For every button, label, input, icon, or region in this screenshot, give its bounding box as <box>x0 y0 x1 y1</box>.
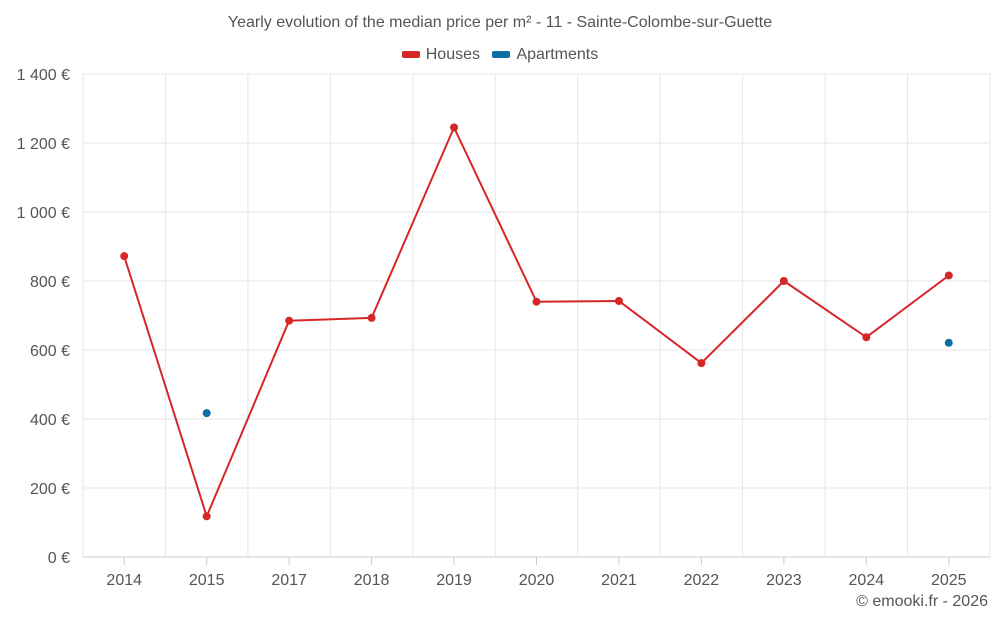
y-tick-label: 1 000 € <box>17 205 70 222</box>
legend-swatch-apartments <box>492 51 511 58</box>
y-tick-label: 200 € <box>30 481 70 498</box>
data-point-houses <box>532 297 541 306</box>
y-tick-label: 1 200 € <box>17 136 70 153</box>
data-point-apartments <box>202 409 211 418</box>
data-point-houses <box>450 123 459 132</box>
x-tick-label: 2020 <box>519 572 555 589</box>
x-tick-label: 2023 <box>766 572 802 589</box>
copyright-footer: © emooki.fr - 2026 <box>856 593 988 610</box>
data-point-houses <box>120 252 129 261</box>
y-tick-label: 800 € <box>30 274 70 291</box>
data-point-houses <box>614 297 623 306</box>
legend-item-apartments[interactable]: Apartments <box>492 46 598 64</box>
legend-item-houses[interactable]: Houses <box>401 45 480 64</box>
legend-label-apartments: Apartments <box>516 45 599 63</box>
x-tick-label: 2025 <box>931 572 967 589</box>
legend-label-houses: Houses <box>425 45 480 63</box>
x-tick-label: 2014 <box>106 572 142 589</box>
x-tick-label: 2022 <box>684 572 720 589</box>
chart-title: Yearly evolution of the median price per… <box>227 14 773 31</box>
data-point-apartments <box>944 338 953 347</box>
y-tick-label: 1 400 € <box>17 67 70 84</box>
data-point-houses <box>862 333 871 342</box>
data-point-houses <box>202 512 211 521</box>
chart-legend: Houses Apartments <box>0 45 1000 64</box>
data-point-houses <box>285 316 294 325</box>
data-point-houses <box>697 359 706 368</box>
data-point-houses <box>944 271 953 280</box>
x-tick-label: 2019 <box>436 572 472 589</box>
x-tick-label: 2018 <box>354 572 390 589</box>
y-tick-label: 600 € <box>30 343 70 360</box>
y-tick-label: 400 € <box>30 412 70 429</box>
x-tick-label: 2015 <box>189 572 225 589</box>
x-tick-label: 2024 <box>849 572 885 589</box>
y-tick-label: 0 € <box>48 550 70 567</box>
x-tick-label: 2017 <box>271 572 307 589</box>
data-point-houses <box>367 313 376 322</box>
legend-swatch-houses <box>401 51 420 58</box>
data-point-houses <box>779 277 788 285</box>
x-tick-label: 2021 <box>601 572 637 589</box>
